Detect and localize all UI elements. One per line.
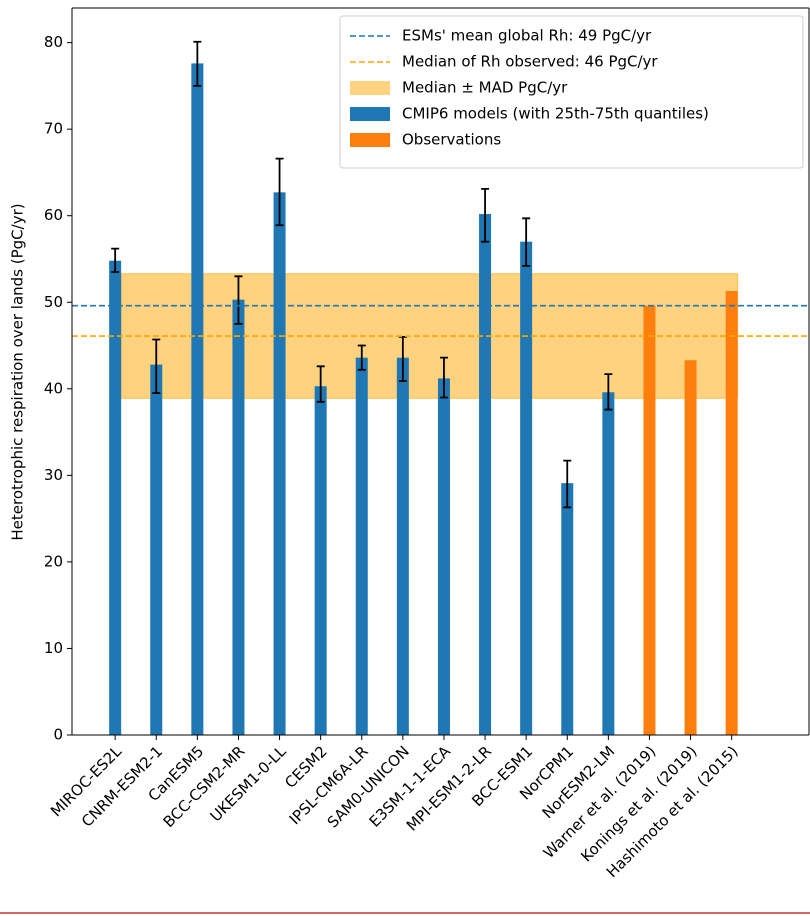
legend-label: Median ± MAD PgC/yr [402, 79, 568, 97]
bar [150, 364, 163, 735]
y-tick-label: 70 [44, 120, 63, 138]
y-tick-label: 0 [53, 726, 63, 744]
error-bar [563, 459, 572, 509]
error-bar [193, 40, 202, 87]
error-bar [316, 365, 325, 403]
y-tick-label: 80 [44, 33, 63, 51]
error-bar [357, 344, 366, 371]
legend-label: ESMs' mean global Rh: 49 PgC/yr [402, 27, 652, 45]
bar [684, 360, 697, 735]
y-axis-label: Heterotrophic respiration over lands (Pg… [9, 203, 27, 540]
y-tick-label: 60 [44, 206, 63, 224]
error-bar [604, 373, 613, 411]
error-bar [152, 338, 161, 395]
legend-patch [350, 133, 390, 147]
bar [314, 386, 327, 735]
legend-label: CMIP6 models (with 25th-75th quantiles) [402, 105, 709, 123]
y-tick-label: 40 [44, 379, 63, 397]
y-tick-label: 50 [44, 293, 63, 311]
bar [725, 291, 738, 735]
legend: ESMs' mean global Rh: 49 PgC/yr Median of… [339, 15, 804, 169]
error-bar [439, 356, 448, 399]
error-bar [522, 217, 531, 267]
bar [191, 63, 204, 735]
y-tick-label: 20 [44, 552, 63, 570]
legend-label: Observations [402, 131, 501, 149]
y-tick-label: 10 [44, 639, 63, 657]
error-bar [275, 157, 284, 227]
bar [479, 213, 492, 735]
bar [602, 392, 615, 735]
bar [520, 241, 533, 735]
bar [437, 378, 450, 735]
legend-patch [350, 81, 390, 95]
bar [396, 357, 409, 735]
bar [273, 192, 286, 735]
y-tick-label: 30 [44, 466, 63, 484]
legend-label: Median of Rh observed: 46 PgC/yr [402, 53, 658, 71]
error-bar [481, 187, 490, 243]
legend-box [339, 15, 804, 169]
error-bar [111, 247, 120, 273]
bar [561, 483, 574, 735]
error-bar [234, 275, 243, 325]
bar [109, 260, 122, 735]
bar [355, 357, 368, 735]
legend-patch [350, 107, 390, 121]
error-bar [398, 335, 407, 382]
bar [643, 305, 656, 735]
bar [232, 299, 245, 735]
